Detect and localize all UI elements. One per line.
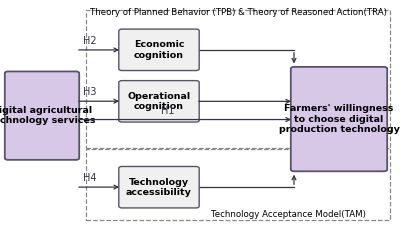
- Text: Digital agricultural
technology services: Digital agricultural technology services: [0, 106, 95, 125]
- Text: H4: H4: [83, 173, 97, 183]
- FancyBboxPatch shape: [119, 166, 199, 208]
- FancyBboxPatch shape: [119, 81, 199, 122]
- FancyBboxPatch shape: [5, 71, 79, 160]
- Text: Operational
cognition: Operational cognition: [128, 92, 190, 111]
- Text: H1: H1: [161, 106, 175, 116]
- FancyBboxPatch shape: [119, 29, 199, 71]
- Text: Farmers' willingness
to choose digital
production technology: Farmers' willingness to choose digital p…: [278, 104, 400, 134]
- Text: H3: H3: [83, 87, 97, 97]
- Text: Technology Acceptance Model(TAM): Technology Acceptance Model(TAM): [210, 210, 366, 219]
- Text: Economic
cognition: Economic cognition: [134, 40, 184, 60]
- FancyBboxPatch shape: [291, 67, 387, 171]
- Text: Technology
accessibility: Technology accessibility: [126, 177, 192, 197]
- Text: Theory of Planned Behavior (TPB) & Theory of Reasoned Action(TRA): Theory of Planned Behavior (TPB) & Theor…: [90, 8, 386, 17]
- Bar: [86, 149, 390, 220]
- Bar: [86, 10, 390, 148]
- Text: H2: H2: [83, 36, 97, 46]
